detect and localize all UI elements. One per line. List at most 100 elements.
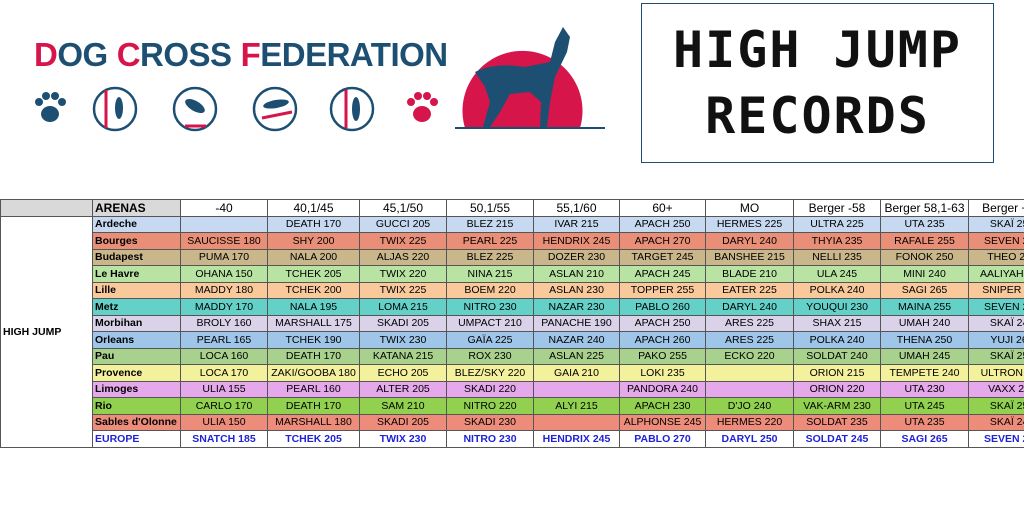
record-cell: POLKA 240	[793, 331, 881, 349]
arena-cell: Le Havre	[92, 265, 181, 283]
record-cell: BANSHEE 215	[705, 248, 794, 266]
logo-word: DOG	[34, 36, 108, 73]
record-cell: APACH 230	[619, 397, 706, 415]
record-cell: EATER 225	[705, 281, 794, 299]
record-cell: LOMA 215	[359, 298, 447, 316]
record-cell: DARYL 240	[705, 232, 794, 250]
record-cell: TOPPER 255	[619, 281, 706, 299]
record-cell: SEVEN 265	[968, 232, 1024, 250]
record-cell: ZAKI/GOOBA 180	[267, 364, 360, 382]
record-cell: MADDY 170	[180, 298, 268, 316]
arena-cell: Lille	[92, 281, 181, 299]
record-cell: POLKA 240	[793, 281, 881, 299]
record-cell: PEARL 225	[446, 232, 534, 250]
record-cell: APACH 270	[619, 232, 706, 250]
record-cell: MADDY 180	[180, 281, 268, 299]
record-cell: TCHEK 200	[267, 281, 360, 299]
record-cell: SKAÏ 255	[968, 215, 1024, 233]
header-cell: 40,1/45	[267, 199, 360, 217]
record-cell: ALJAS 220	[359, 248, 447, 266]
title-line: HIGH JUMP	[673, 21, 962, 79]
table-row: EUROPE SNATCH 185 TCHEK 205 TWIX 230 NITRO 2…	[1, 430, 1024, 448]
record-cell: DEATH 170	[267, 397, 360, 415]
record-cell: ASLAN 230	[533, 281, 620, 299]
logo-word: FEDERATION	[240, 36, 449, 73]
record-cell: SKADI 230	[446, 413, 534, 431]
record-cell: ARES 225	[705, 314, 794, 332]
header-cell: 50,1/55	[446, 199, 534, 217]
record-cell: OHANA 150	[180, 265, 268, 283]
record-cell: TWIX 225	[359, 232, 447, 250]
record-cell: UTA 245	[880, 397, 969, 415]
record-cell: TWIX 230	[359, 430, 447, 448]
arena-cell: Provence	[92, 364, 181, 382]
record-cell: HENDRIX 245	[533, 232, 620, 250]
record-cell: ECHO 205	[359, 364, 447, 382]
table-row: Morbihan BROLY 160 MARSHALL 175 SKADI 205 UM…	[1, 314, 1024, 332]
record-cell: UMAH 245	[880, 347, 969, 365]
record-cell: NAZAR 230	[533, 298, 620, 316]
record-cell: SKAÏ 255	[968, 397, 1024, 415]
logo: DOG CROSS FEDERATION	[34, 36, 457, 74]
arena-cell: Morbihan	[92, 314, 181, 332]
record-cell: GAÏA 225	[446, 331, 534, 349]
record-cell: ALPHONSE 245	[619, 413, 706, 431]
icons	[35, 86, 438, 132]
record-cell: RAFALE 255	[880, 232, 969, 250]
record-cell: APACH 250	[619, 314, 706, 332]
record-cell: DARYL 240	[705, 298, 794, 316]
record-cell: PUMA 170	[180, 248, 268, 266]
record-cell: MAINA 255	[880, 298, 969, 316]
arena-cell: Budapest	[92, 248, 181, 266]
header-cell: ARENAS	[92, 199, 181, 217]
record-cell: DOZER 230	[533, 248, 620, 266]
dog-logo	[455, 27, 605, 129]
record-cell: HENDRIX 245	[533, 430, 620, 448]
record-cell: LOCA 160	[180, 347, 268, 365]
record-cell: SAM 210	[359, 397, 447, 415]
record-cell: DEATH 170	[267, 215, 360, 233]
header-cell: Berger 58,1-63	[880, 199, 969, 217]
record-cell: BLADE 210	[705, 265, 794, 283]
record-cell: ULIA 155	[180, 380, 268, 398]
record-cell: MARSHALL 180	[267, 413, 360, 431]
record-cell: NALA 200	[267, 248, 360, 266]
record-cell: DARYL 250	[705, 430, 794, 448]
record-cell: ULTRA 225	[793, 215, 881, 233]
header-cell: 55,1/60	[533, 199, 620, 217]
record-cell: ULTRON 245	[968, 364, 1024, 382]
record-cell: APACH 250	[619, 215, 706, 233]
record-cell: ECKO 220	[705, 347, 794, 365]
table-row: Provence LOCA 170 ZAKI/GOOBA 180 ECHO 205 BL…	[1, 364, 1024, 382]
record-cell: UMAH 240	[880, 314, 969, 332]
record-cell: APACH 245	[619, 265, 706, 283]
record-cell: CARLO 170	[180, 397, 268, 415]
record-cell: SOLDAT 245	[793, 430, 881, 448]
title-line: RECORDS	[705, 87, 930, 145]
record-cell: ULIA 150	[180, 413, 268, 431]
table-row: Limoges ULIA 155 PEARL 160 ALTER 205 SKADI 2…	[1, 380, 1024, 398]
record-cell: VAXX 260	[968, 380, 1024, 398]
record-cell: SKADI 205	[359, 314, 447, 332]
record-cell: UTA 235	[880, 413, 969, 431]
record-cell: SAGI 265	[880, 281, 969, 299]
arena-cell: Orleans	[92, 331, 181, 349]
record-cell: NITRO 230	[446, 430, 534, 448]
record-cell: TEMPETE 240	[880, 364, 969, 382]
logo-word: CROSS	[116, 36, 232, 73]
record-cell: NELLI 235	[793, 248, 881, 266]
record-cell: THYIA 235	[793, 232, 881, 250]
record-cell: NITRO 220	[446, 397, 534, 415]
title-box: HIGH JUMP RECORDS	[641, 3, 994, 163]
record-cell: HERMES 220	[705, 413, 794, 431]
header-cell: MO	[705, 199, 794, 217]
table-row: Sables d'Olonne ULIA 150 MARSHALL 180 SKADI…	[1, 413, 1024, 431]
record-cell: APACH 260	[619, 331, 706, 349]
arena-cell: Metz	[92, 298, 181, 316]
table-row: Orleans PEARL 165 TCHEK 190 TWIX 230 GAÏA 22…	[1, 331, 1024, 349]
record-cell: ARES 225	[705, 331, 794, 349]
header-row: ARENAS -40 40,1/45 45,1/50 50,1/55 55,1/60 60+…	[0, 199, 1024, 217]
table-row: Pau LOCA 160 DEATH 170 KATANA 215 ROX 230 ASL…	[1, 347, 1024, 365]
record-cell: TWIX 225	[359, 281, 447, 299]
